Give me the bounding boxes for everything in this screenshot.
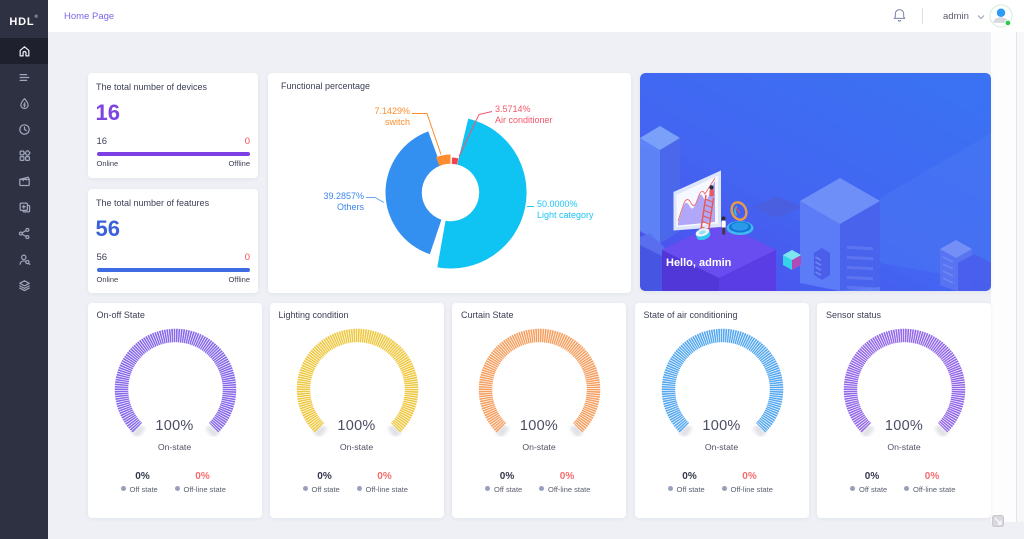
svg-text:Others: Others — [337, 202, 365, 212]
svg-text:switch: switch — [385, 117, 410, 127]
svg-text:39.2857%: 39.2857% — [323, 191, 364, 201]
svg-text:3.5714%: 3.5714% — [495, 104, 531, 114]
svg-text:7.1429%: 7.1429% — [374, 106, 410, 116]
svg-text:Air conditioner: Air conditioner — [495, 115, 553, 125]
svg-text:50.0000%: 50.0000% — [537, 199, 578, 209]
svg-text:Light category: Light category — [537, 210, 594, 220]
